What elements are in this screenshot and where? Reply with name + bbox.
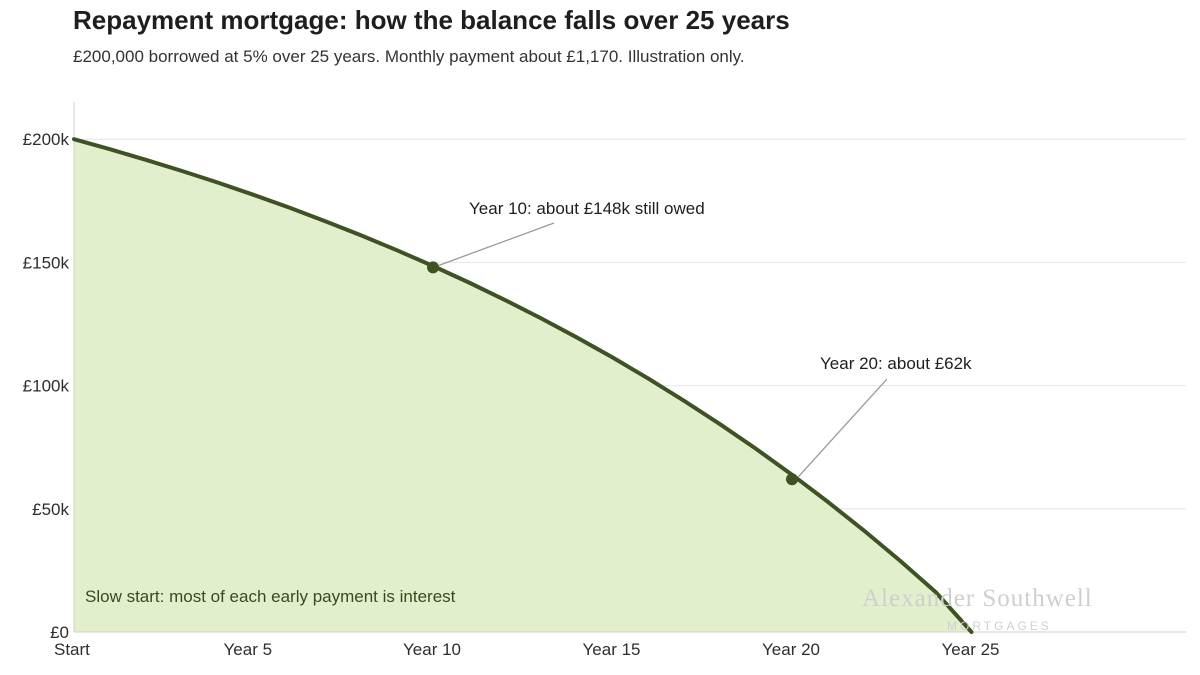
y-tick-label: £200k [23,130,70,149]
x-tick-label: Year 5 [224,640,273,659]
y-tick-labels: £0 £50k £100k £150k £200k [23,130,70,642]
x-tick-label: Year 25 [942,640,1000,659]
y-tick-label: £100k [23,377,70,396]
annotation-point [427,261,439,274]
annotation-leader [797,378,888,478]
x-tick-label: Year 15 [583,640,641,659]
x-tick-label: Start [54,640,90,659]
watermark-logo-sub: MORTGAGES [947,619,1052,633]
balance-area [74,139,972,632]
x-tick-labels: Start Year 5 Year 10 Year 15 Year 20 Year 25 [54,640,999,659]
annotation-label: Year 10: about £148k still owed [469,199,705,218]
y-tick-label: £50k [32,500,69,519]
page-subtitle: £200,000 borrowed at 5% over 25 years. M… [73,47,745,66]
y-tick-label: £0 [50,623,69,642]
annotation-point [786,473,798,486]
x-tick-label: Year 20 [762,640,820,659]
x-tick-label: Year 10 [403,640,461,659]
balance-line [72,137,974,634]
annotation-leader [438,222,555,266]
annotation-label: Year 20: about £62k [820,354,972,373]
annotations: Year 10: about £148k still owed Year 20: … [427,199,972,486]
watermark-logo: Alexander Southwell [862,585,1093,612]
page-title: Repayment mortgage: how the balance fall… [73,5,790,35]
slow-start-note: Slow start: most of each early payment i… [85,587,456,606]
y-tick-label: £150k [23,253,70,272]
